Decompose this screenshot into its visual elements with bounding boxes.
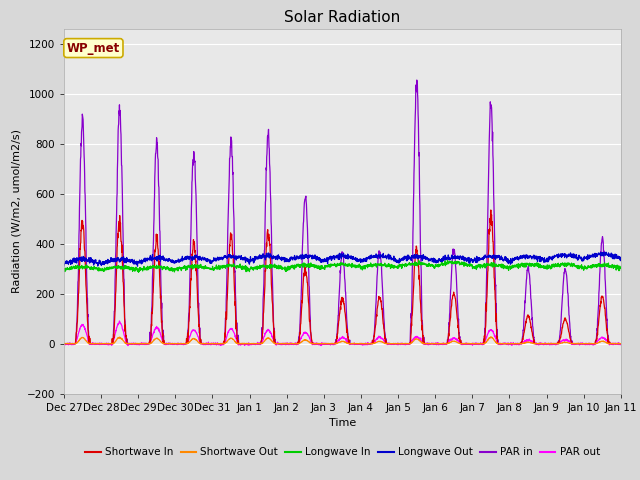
- Longwave In: [584, 265, 591, 271]
- PAR in: [216, 341, 223, 347]
- PAR out: [216, 341, 223, 347]
- Longwave Out: [617, 257, 625, 263]
- PAR out: [116, 318, 124, 324]
- Line: PAR in: PAR in: [64, 80, 621, 344]
- Longwave In: [617, 265, 625, 271]
- Line: Longwave Out: Longwave Out: [64, 252, 621, 266]
- Longwave Out: [568, 252, 575, 258]
- PAR in: [584, 341, 591, 347]
- X-axis label: Time: Time: [329, 418, 356, 428]
- Shortwave In: [371, 331, 378, 337]
- Shortwave In: [504, 341, 512, 347]
- PAR in: [413, 77, 420, 83]
- Longwave In: [371, 263, 379, 268]
- Shortwave In: [487, 207, 495, 213]
- Longwave In: [359, 264, 367, 269]
- Longwave Out: [359, 259, 367, 265]
- Shortwave In: [216, 341, 223, 347]
- PAR out: [60, 341, 68, 347]
- Longwave Out: [504, 261, 512, 266]
- Longwave Out: [602, 250, 610, 255]
- PAR out: [124, 343, 132, 348]
- PAR out: [584, 341, 591, 347]
- Longwave In: [134, 269, 142, 275]
- Shortwave In: [568, 340, 575, 346]
- PAR out: [568, 341, 576, 347]
- Longwave In: [444, 257, 451, 263]
- PAR in: [60, 341, 68, 347]
- Shortwave Out: [487, 334, 495, 340]
- Longwave Out: [216, 254, 223, 260]
- Shortwave Out: [359, 341, 367, 347]
- PAR in: [371, 327, 378, 333]
- Text: WP_met: WP_met: [67, 42, 120, 55]
- Longwave Out: [371, 254, 379, 260]
- Longwave Out: [134, 263, 141, 269]
- Shortwave In: [584, 341, 591, 347]
- Longwave In: [505, 267, 513, 273]
- Shortwave In: [60, 341, 68, 347]
- PAR out: [505, 341, 513, 347]
- PAR in: [504, 341, 512, 347]
- Shortwave In: [617, 341, 625, 347]
- Longwave In: [568, 263, 576, 269]
- PAR out: [371, 337, 379, 343]
- Longwave In: [60, 268, 68, 274]
- Shortwave Out: [216, 341, 223, 347]
- Longwave Out: [584, 254, 591, 260]
- Title: Solar Radiation: Solar Radiation: [284, 10, 401, 25]
- Longwave In: [216, 264, 223, 270]
- Shortwave Out: [505, 341, 513, 347]
- Shortwave Out: [617, 341, 625, 347]
- Shortwave In: [358, 341, 366, 347]
- Line: Shortwave Out: Shortwave Out: [64, 337, 621, 344]
- Shortwave Out: [568, 341, 576, 347]
- Y-axis label: Radiation (W/m2, umol/m2/s): Radiation (W/m2, umol/m2/s): [11, 129, 21, 293]
- Shortwave Out: [584, 341, 591, 347]
- Legend: Shortwave In, Shortwave Out, Longwave In, Longwave Out, PAR in, PAR out: Shortwave In, Shortwave Out, Longwave In…: [81, 443, 604, 461]
- Shortwave Out: [371, 340, 379, 346]
- PAR out: [359, 342, 367, 348]
- PAR out: [617, 341, 625, 347]
- Longwave Out: [60, 263, 68, 269]
- PAR in: [617, 341, 625, 347]
- PAR in: [568, 340, 575, 346]
- Line: Longwave In: Longwave In: [64, 260, 621, 272]
- Shortwave Out: [60, 341, 68, 347]
- Line: PAR out: PAR out: [64, 321, 621, 346]
- Shortwave Out: [63, 341, 70, 347]
- Line: Shortwave In: Shortwave In: [64, 210, 621, 344]
- PAR in: [358, 341, 366, 347]
